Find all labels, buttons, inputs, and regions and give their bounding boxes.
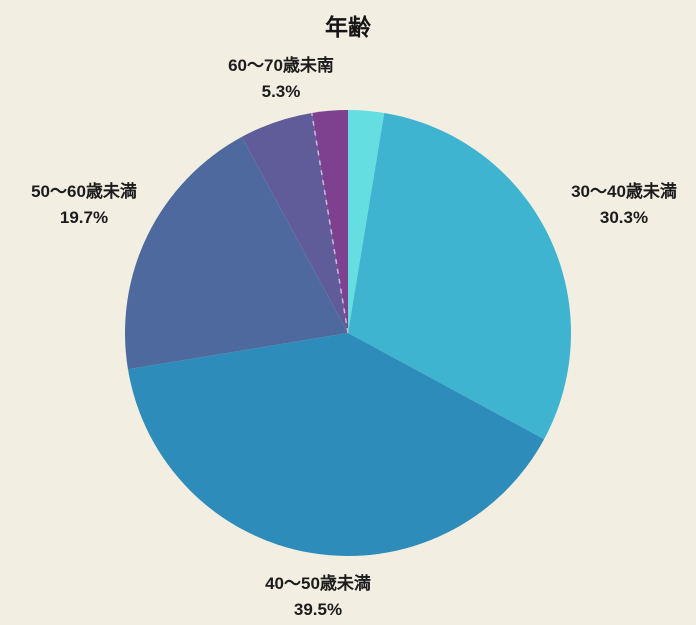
slice-label-text: 50〜60歳未満 [31, 182, 137, 201]
slice-label-60-70: 60〜70歳未南 5.3% [228, 53, 334, 105]
slice-label-50-60: 50〜60歳未満 19.7% [31, 179, 137, 231]
pie-slice-3 [125, 136, 349, 370]
slice-divider-dashed [310, 112, 349, 334]
slice-label-40-50: 40〜50歳未満 39.5% [265, 571, 371, 623]
slice-label-text: 30〜40歳未満 [571, 182, 677, 201]
slice-label-percent: 39.5% [293, 600, 343, 619]
pie-slice-4 [241, 112, 348, 333]
slice-label-30-40: 30〜40歳未満 30.3% [571, 179, 677, 231]
pie-slice-0 [348, 110, 385, 333]
slice-label-text: 40〜50歳未満 [265, 574, 371, 593]
slice-label-percent: 5.3% [261, 82, 301, 101]
pie-slice-1 [348, 112, 572, 440]
pie-slice-2 [127, 333, 545, 557]
slice-label-text: 60〜70歳未南 [228, 56, 334, 75]
slice-label-percent: 30.3% [599, 208, 649, 227]
chart-title: 年齢 [325, 14, 371, 40]
slice-label-percent: 19.7% [59, 208, 109, 227]
